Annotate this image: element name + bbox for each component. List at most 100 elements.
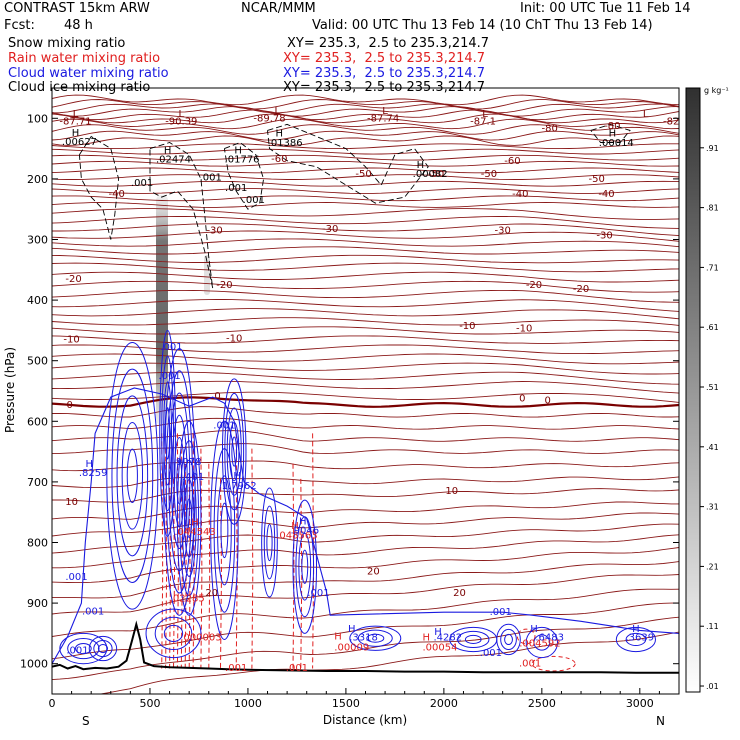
cloud-water-contour <box>217 475 232 586</box>
cloud-water-contour <box>176 420 202 616</box>
isotherm-label: -40 <box>108 189 124 200</box>
cloud-water-contour <box>500 628 517 651</box>
colorbar-tick-label: .01 <box>706 682 719 691</box>
cloud-water-contour <box>261 487 278 598</box>
low-marker: L <box>275 106 281 117</box>
isotherm <box>52 238 679 248</box>
isotherm-label: -10 <box>226 333 242 344</box>
field-snow-xy: XY= 235.3, 2.5 to 235.3,214.7 <box>287 36 490 51</box>
y-tick-label: 300 <box>27 234 48 247</box>
isotherm <box>52 94 679 106</box>
colorbar-ramp <box>685 87 701 693</box>
colorbar-tick-label: .11 <box>706 622 719 631</box>
isotherm-label: -20 <box>65 274 81 285</box>
y-tick-label: 600 <box>27 415 48 428</box>
isotherm-label: -50 <box>355 169 371 180</box>
cloud-water-label: .6483 <box>535 633 564 644</box>
isotherm <box>52 417 679 430</box>
isotherm <box>52 512 679 537</box>
ice-label: .001 <box>200 173 222 184</box>
isotherm-label: -10 <box>516 324 532 335</box>
isotherm <box>52 326 679 335</box>
rain-contour <box>173 478 176 669</box>
x-axis-label: Distance (km) <box>323 713 407 727</box>
ice-label: .01776 <box>225 155 260 166</box>
forecast-hour: 48 h <box>64 18 93 33</box>
colorbar-ticks: .01 .11 .21 .31 .41 .51 .61 .71 .81 .91 <box>700 144 719 691</box>
cloud-water-label: H <box>348 624 356 635</box>
field-rain-name: Rain water mixing ratio <box>8 51 161 66</box>
cloud-water-contour <box>266 523 273 562</box>
isotherm <box>52 103 679 114</box>
isotherm <box>52 602 679 660</box>
isotherm <box>52 396 679 408</box>
rain-label: H <box>191 518 199 529</box>
ice-label: H <box>164 145 172 156</box>
y-tick-label: 700 <box>27 476 48 489</box>
cloud-water-contour <box>231 436 238 467</box>
y-tick-label: 500 <box>27 355 48 368</box>
cloud-water-contour <box>67 637 100 660</box>
x-tick-label: 1500 <box>332 697 360 710</box>
valid-time: Valid: 00 UTC Thu 13 Feb 14 (10 ChT Thu … <box>312 18 653 33</box>
cloud-water-contour <box>111 368 154 583</box>
isotherm <box>52 174 679 180</box>
low-marker: L <box>382 106 388 117</box>
x-tick-label: 2500 <box>528 697 556 710</box>
isotherm <box>52 124 679 135</box>
terrain-line <box>52 620 679 674</box>
isotherm-label: -89.78 <box>253 113 285 124</box>
isotherm <box>52 317 679 326</box>
ice-label: .00082 <box>413 169 448 180</box>
cloud-water-label: .3639 <box>625 633 654 644</box>
field-cloudwater-xy: XY= 235.3, 2.5 to 235.3,214.7 <box>283 66 486 81</box>
y-tick-label: 400 <box>27 294 48 307</box>
isotherm <box>52 202 679 208</box>
temperature-contours <box>52 94 679 694</box>
y-tick-label: 200 <box>27 173 48 186</box>
south-label: S <box>82 714 90 728</box>
cloud-water-contour <box>116 395 149 557</box>
cloud-water-contour <box>121 422 144 530</box>
isotherm <box>97 631 679 694</box>
cloud-water-contour <box>457 630 490 649</box>
cloud-water-contours <box>52 329 679 665</box>
cloud-water-contour <box>615 626 656 653</box>
isotherm-label: -82 <box>663 116 679 127</box>
isotherm <box>52 230 679 242</box>
cloud-water-contour <box>292 499 318 634</box>
isotherm-label: -60 <box>271 154 287 165</box>
x-tick-label: 500 <box>139 697 160 710</box>
rain-label: .048563 <box>276 530 317 541</box>
cloud-water-label: .001 <box>490 607 512 618</box>
low-marker: L <box>73 109 79 120</box>
cloud-water-contour <box>464 634 482 645</box>
rain-contour <box>176 433 179 669</box>
isotherm-label: -87.74 <box>367 113 399 124</box>
isotherm-label: 10 <box>445 486 458 497</box>
isotherm-label: -90.39 <box>165 116 197 127</box>
cloud-water-label: H <box>233 471 241 482</box>
cloud-water-label: H <box>434 627 442 638</box>
cloud-water-label: .401 <box>182 472 204 483</box>
field-rain-xy: XY= 235.3, 2.5 to 235.3,214.7 <box>283 51 486 66</box>
low-marker: L <box>179 109 185 120</box>
cloud-water-contour <box>186 498 193 539</box>
isotherm <box>52 254 679 264</box>
isotherm-label: 0 <box>214 391 220 402</box>
isotherm <box>52 216 679 229</box>
field-cloudwater-name: Cloud water mixing ratio <box>8 66 169 81</box>
isotherm <box>52 160 679 167</box>
colorbar-tick-label: .91 <box>706 144 719 153</box>
isotherm-label: -80 <box>542 124 558 135</box>
cloud-water-contour <box>298 532 312 601</box>
field-snow-name: Snow mixing ratio <box>8 36 126 51</box>
isotherm-label: -80 <box>604 121 620 132</box>
ice-label: .02474 <box>156 155 191 166</box>
isotherm <box>52 113 679 124</box>
ice-contour <box>149 142 214 289</box>
cloud-water-label: .001 <box>66 645 88 656</box>
rain-contour <box>292 463 295 669</box>
cloud-water-label: .001 <box>307 588 329 599</box>
isotherm-label: -40 <box>598 189 614 200</box>
